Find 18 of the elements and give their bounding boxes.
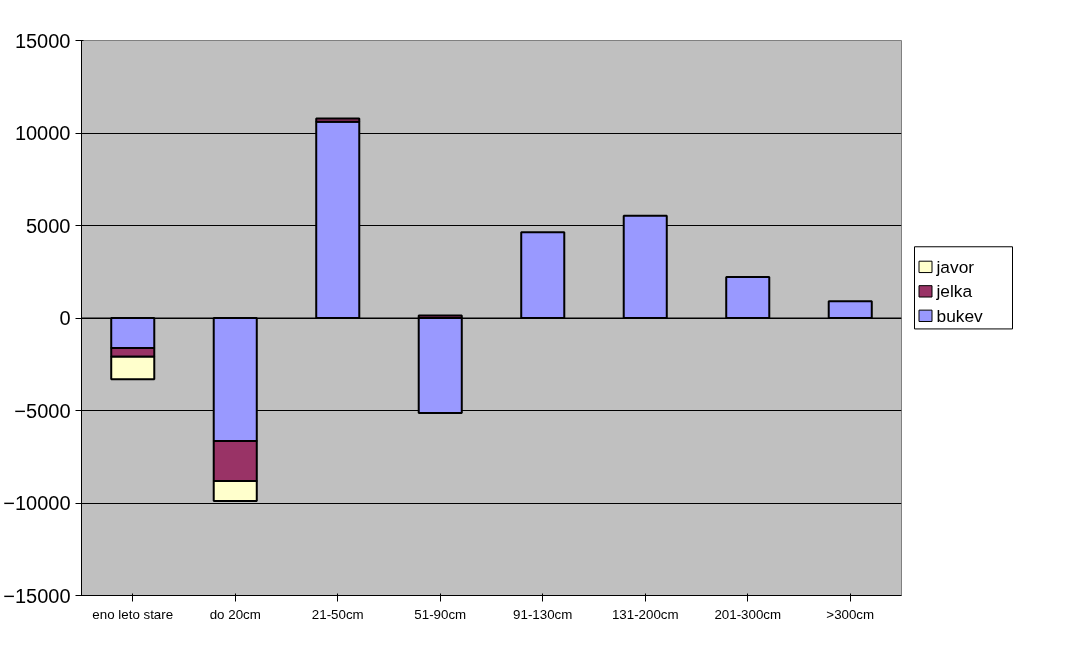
y-tick-label: −15000	[3, 584, 71, 607]
legend-label: javor	[935, 256, 975, 277]
y-tick-label: −5000	[14, 399, 71, 422]
x-tick-label: 21-50cm	[311, 606, 364, 622]
legend-label: bukev	[936, 305, 984, 326]
x-tick-label: do 20cm	[209, 606, 261, 622]
x-tick-label: 131-200cm	[611, 606, 679, 622]
legend-label: jelka	[935, 281, 973, 302]
x-tick-label: 201-300cm	[714, 606, 782, 622]
y-tick-label: 0	[59, 307, 71, 329]
y-tick-label: −10000	[3, 492, 71, 514]
x-tick-label: 51-90cm	[414, 606, 467, 622]
x-tick-label: eno leto stare	[92, 606, 174, 622]
x-tick-label: 91-130cm	[513, 606, 573, 622]
y-tick-label: 5000	[26, 214, 71, 237]
y-tick-label: 10000	[14, 122, 71, 144]
x-tick-label: >300cm	[826, 606, 875, 622]
y-tick-label: 15000	[14, 29, 71, 52]
